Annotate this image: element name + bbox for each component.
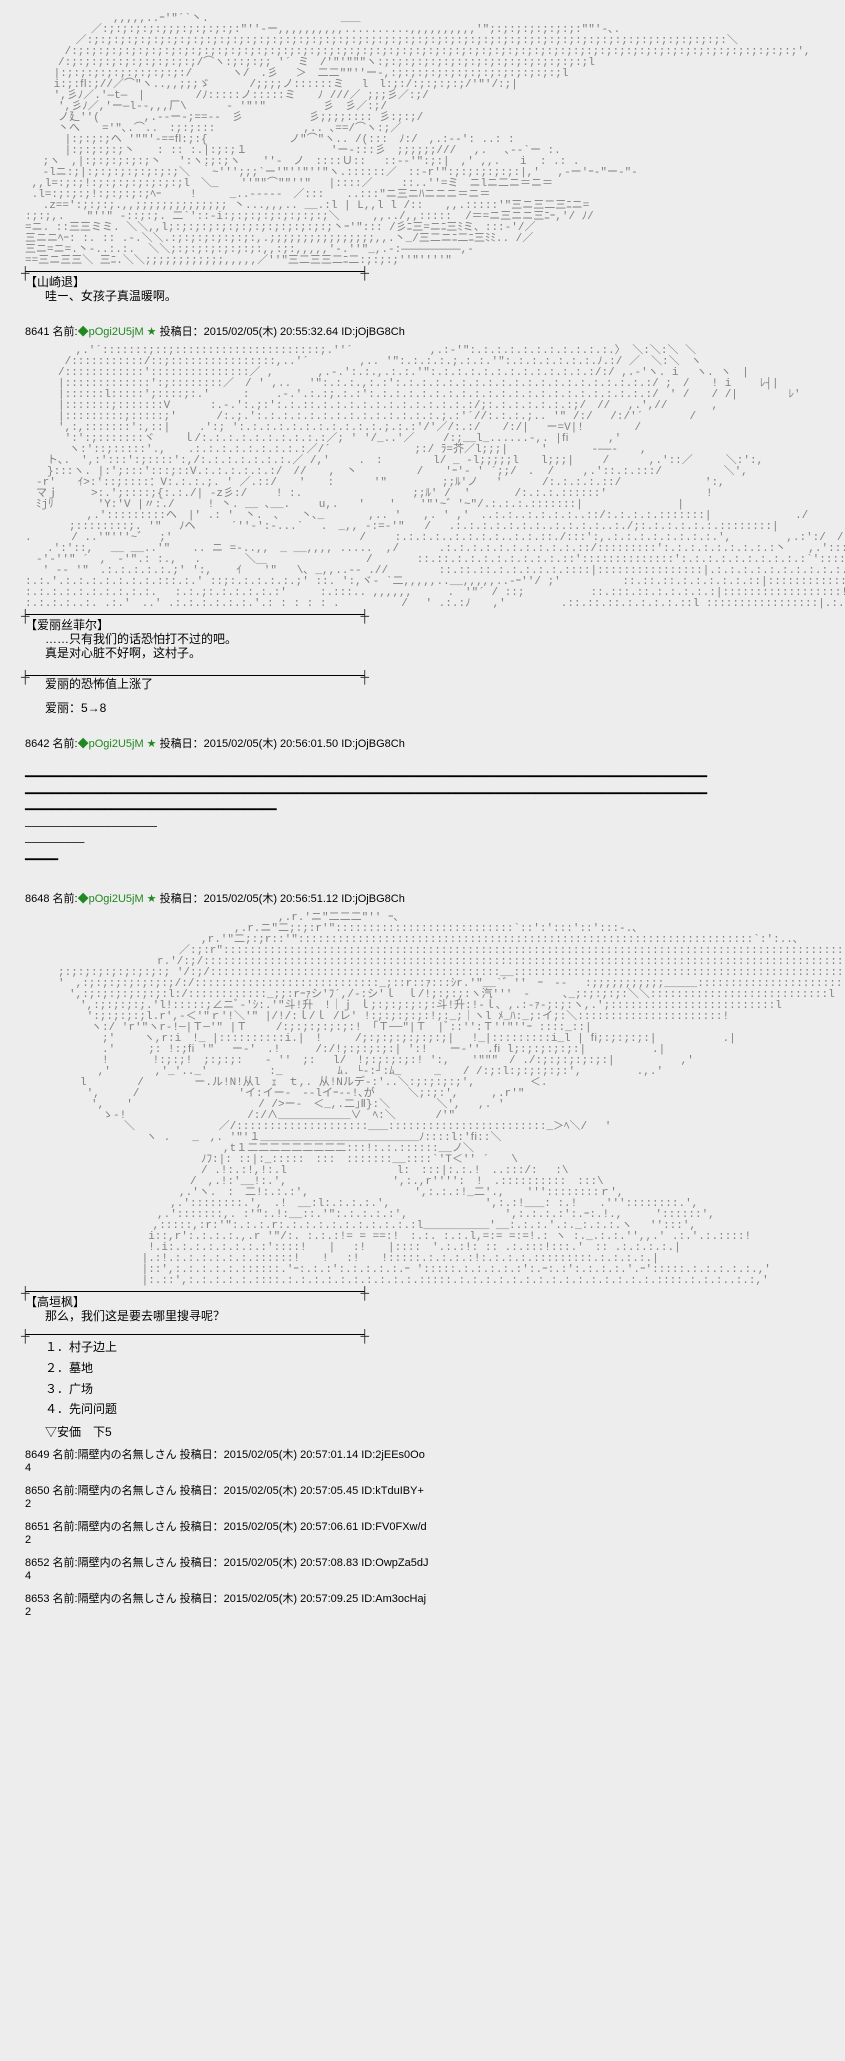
post-header: 8642 名前:◆pOgi2U5jM ★ 投稿日：2015/02/05(木) 2… (25, 739, 820, 750)
post-num: 8642 (25, 738, 49, 750)
date-label: 投稿日： (160, 326, 204, 338)
date-label: 投稿日： (160, 738, 204, 750)
speaker-label: 【爱丽丝菲尔】 (25, 619, 820, 631)
ascii-art-2: ,.'´:::::::;::;::::::::::::::::::::::;.'… (25, 346, 820, 610)
dialogue-text: 那么，我们这是要去哪里搜寻呢？ (45, 1310, 820, 1322)
date-label: 投稿日： (160, 893, 204, 905)
post-id: ID:jOjBG8Ch (341, 738, 405, 750)
narration-text: 爱丽的恐怖值上涨了 (45, 678, 820, 690)
post-date: 2015/02/05(木) 20:56:51.12 (204, 893, 339, 905)
post-header: 8641 名前:◆pOgi2U5jM ★ 投稿日：2015/02/05(木) 2… (25, 327, 820, 338)
post-id: ID:jOjBG8Ch (341, 893, 405, 905)
narration-text: 爱丽：5→8 (45, 702, 820, 714)
reply-header: 8650 名前:隔壁内の名無しさん 投稿日：2015/02/05(木) 20:5… (25, 1486, 820, 1497)
reply-header: 8652 名前:隔壁内の名無しさん 投稿日：2015/02/05(木) 20:5… (25, 1558, 820, 1569)
option-item: ４．先问问题 (45, 1401, 820, 1418)
divider: ┼┼ (25, 1334, 365, 1335)
ascii-art-1: ,,,,,..ｰ'"´`丶. ___ ／:;:;:;:;:;;;:;:;:;:;… (25, 14, 820, 267)
divider: ┼┼ (25, 614, 365, 615)
speaker-label: 【山崎退】 (25, 276, 820, 288)
dialogue-text: ……只有我们的话恐怕打不过的吧。 (45, 633, 820, 645)
reply-header: 8651 名前:隔壁内の名無しさん 投稿日：2015/02/05(木) 20:5… (25, 1522, 820, 1533)
name-label: 名前: (53, 893, 78, 905)
post-date: 2015/02/05(木) 20:56:01.50 (204, 738, 339, 750)
dialogue-text: 真是对心脏不好啊，这村子。 (45, 647, 820, 659)
option-item: ３．广场 (45, 1381, 820, 1398)
reply-vote: 2 (25, 1607, 820, 1618)
name-label: 名前: (53, 326, 78, 338)
post-num: 8648 (25, 893, 49, 905)
reply-vote: 2 (25, 1535, 820, 1546)
dialogue-text: 哇ー、女孩子真温暖啊。 (45, 290, 820, 302)
speaker-label: 【高垣枫】 (25, 1296, 820, 1308)
reply-vote: 4 (25, 1571, 820, 1582)
ascii-art-3: ,.r.'ニ"二二二"'' ｰ､ ,.r.ニ"二;:;:r'":::::::::… (25, 913, 820, 1287)
divider: ┼┼ (25, 1291, 365, 1292)
trip: ◆pOgi2U5jM ★ (78, 326, 157, 338)
reply-header: 8653 名前:隔壁内の名無しさん 投稿日：2015/02/05(木) 20:5… (25, 1594, 820, 1605)
reply-header: 8649 名前:隔壁内の名無しさん 投稿日：2015/02/05(木) 20:5… (25, 1450, 820, 1461)
post-num: 8641 (25, 326, 49, 338)
trip: ◆pOgi2U5jM ★ (78, 893, 157, 905)
divider: ┼┼ (25, 271, 365, 272)
reply-vote: 4 (25, 1463, 820, 1474)
option-item: １．村子边上 (45, 1339, 820, 1356)
option-item: ２．墓地 (45, 1360, 820, 1377)
name-label: 名前: (53, 738, 78, 750)
post-header: 8648 名前:◆pOgi2U5jM ★ 投稿日：2015/02/05(木) 2… (25, 894, 820, 905)
reply-vote: 2 (25, 1499, 820, 1510)
divider: ┼┼ (25, 675, 365, 676)
post-id: ID:jOjBG8Ch (341, 326, 405, 338)
anker-text: ▽安価 下5 (45, 1426, 820, 1438)
separator-lines: ━━━━━━━━━━━━━━━━━━━━━━━━━━━━━━━━━━━━━━━━… (25, 770, 820, 869)
trip: ◆pOgi2U5jM ★ (78, 738, 157, 750)
post-date: 2015/02/05(木) 20:55:32.64 (204, 326, 339, 338)
